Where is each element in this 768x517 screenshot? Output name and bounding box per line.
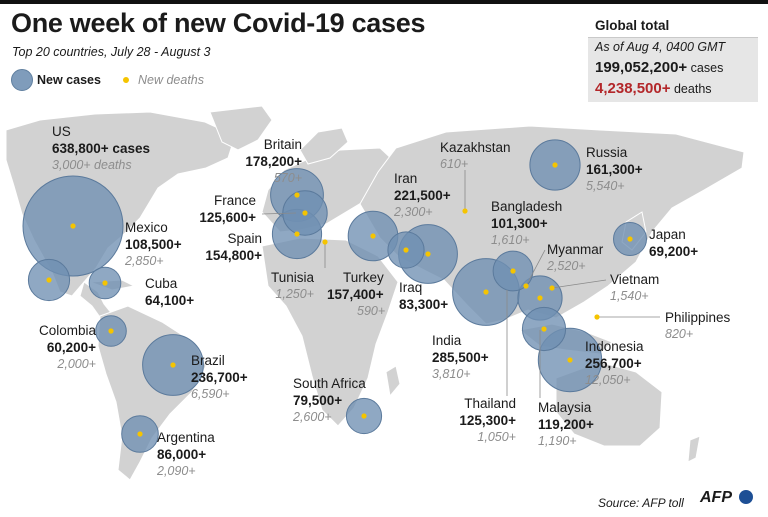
asia bbox=[359, 125, 745, 325]
legend-deaths-label: New deaths bbox=[138, 73, 205, 87]
death-dot-thailand bbox=[537, 295, 543, 301]
label-iran: Iran 221,500+ 2,300+ bbox=[394, 171, 451, 219]
death-dot-myanmar bbox=[523, 283, 529, 289]
label-kazakhstan: Kazakhstan 610+ bbox=[440, 140, 511, 171]
label-iraq: Iraq 83,300+ bbox=[399, 280, 449, 312]
global-cases: 199,052,200+ cases bbox=[595, 59, 723, 76]
label-south-africa: South Africa 79,500+ 2,600+ bbox=[293, 376, 366, 424]
top-rule bbox=[0, 0, 768, 4]
death-dot-tunisia bbox=[322, 239, 328, 245]
leader-line-vietnam bbox=[551, 279, 607, 289]
label-myanmar: Myanmar 2,520+ bbox=[547, 242, 604, 273]
label-malaysia: Malaysia 119,200+ 1,190+ bbox=[538, 400, 594, 448]
greenland bbox=[209, 105, 273, 151]
death-dot-iran bbox=[425, 251, 431, 257]
global-total-title: Global total bbox=[595, 18, 670, 33]
global-deaths-value: 4,238,500+ bbox=[595, 80, 671, 97]
legend-cases-label: New cases bbox=[37, 73, 101, 87]
label-argentina: Argentina 86,000+ 2,090+ bbox=[157, 430, 215, 478]
legend-dot-icon bbox=[123, 77, 129, 83]
death-dot-vietnam bbox=[549, 285, 555, 291]
scandinavia bbox=[299, 127, 349, 165]
global-total-header: Global total bbox=[588, 14, 758, 38]
label-philippines: Philippines 820+ bbox=[665, 310, 731, 341]
global-deaths: 4,238,500+ deaths bbox=[595, 80, 712, 97]
death-dot-brazil bbox=[170, 362, 176, 368]
label-thailand: Thailand 125,300+ 1,050+ bbox=[459, 396, 516, 444]
death-dot-india bbox=[483, 289, 489, 295]
death-dot-turkey bbox=[370, 233, 376, 239]
global-deaths-unit: deaths bbox=[673, 82, 712, 96]
label-mexico: Mexico 108,500+ 2,850+ bbox=[125, 220, 182, 268]
legend-bubble-icon bbox=[11, 69, 33, 91]
global-total-box: Global total As of Aug 4, 0400 GMT 199,0… bbox=[588, 14, 758, 102]
death-dot-britain bbox=[294, 192, 300, 198]
label-india: India 285,500+ 3,810+ bbox=[432, 333, 489, 381]
afp-logo-icon bbox=[739, 490, 753, 504]
death-dot-us bbox=[70, 223, 76, 229]
death-dot-colombia bbox=[108, 328, 114, 334]
death-dot-indonesia bbox=[567, 357, 573, 363]
label-cuba: Cuba 64,100+ bbox=[145, 276, 195, 308]
label-france: France 125,600+ bbox=[199, 193, 256, 225]
label-bangladesh: Bangladesh 101,300+ 1,610+ bbox=[491, 199, 563, 247]
death-dot-kazakhstan bbox=[462, 208, 468, 214]
label-colombia: Colombia 60,200+ 2,000+ bbox=[38, 323, 96, 371]
death-dot-mexico bbox=[46, 277, 52, 283]
label-us: US 638,800+ cases 3,000+ deaths bbox=[52, 124, 150, 172]
madagascar bbox=[385, 365, 401, 398]
page-subtitle: Top 20 countries, July 28 - August 3 bbox=[12, 45, 211, 59]
global-as-of: As of Aug 4, 0400 GMT bbox=[595, 40, 726, 54]
label-tunisia: Tunisia 1,250+ bbox=[270, 270, 314, 301]
label-spain: Spain 154,800+ bbox=[205, 231, 262, 263]
leader-line-myanmar bbox=[525, 249, 546, 287]
death-dot-south-africa bbox=[361, 413, 367, 419]
death-dot-japan bbox=[627, 236, 633, 242]
leader-lines bbox=[261, 170, 660, 398]
label-turkey: Turkey 157,400+ 590+ bbox=[327, 270, 386, 318]
afp-logo: AFP bbox=[700, 489, 732, 506]
page-title: One week of new Covid-19 cases bbox=[11, 8, 426, 38]
death-dot-iraq bbox=[403, 247, 409, 253]
death-dot-malaysia bbox=[541, 326, 547, 332]
label-brazil: Brazil 236,700+ 6,590+ bbox=[191, 353, 248, 401]
leader-line-france bbox=[261, 212, 297, 215]
global-cases-value: 199,052,200+ bbox=[595, 59, 688, 76]
label-vietnam: Vietnam 1,540+ bbox=[610, 272, 660, 303]
death-dots bbox=[46, 162, 633, 437]
death-dot-cuba bbox=[102, 280, 108, 286]
label-russia: Russia 161,300+ 5,540+ bbox=[586, 145, 643, 193]
death-dot-spain bbox=[294, 231, 300, 237]
death-dot-france bbox=[302, 210, 308, 216]
label-indonesia: Indonesia 256,700+ 12,050+ bbox=[585, 339, 644, 387]
new-zealand bbox=[687, 435, 701, 463]
death-dot-bangladesh bbox=[510, 268, 516, 274]
label-japan: Japan 69,200+ bbox=[649, 227, 699, 259]
label-britain: Britain 178,200+ 570+ bbox=[245, 137, 302, 185]
source-note: Source: AFP toll bbox=[598, 496, 684, 510]
global-cases-unit: cases bbox=[690, 61, 724, 75]
death-dot-russia bbox=[552, 162, 558, 168]
death-dot-philippines bbox=[594, 314, 600, 320]
death-dot-argentina bbox=[137, 431, 143, 437]
